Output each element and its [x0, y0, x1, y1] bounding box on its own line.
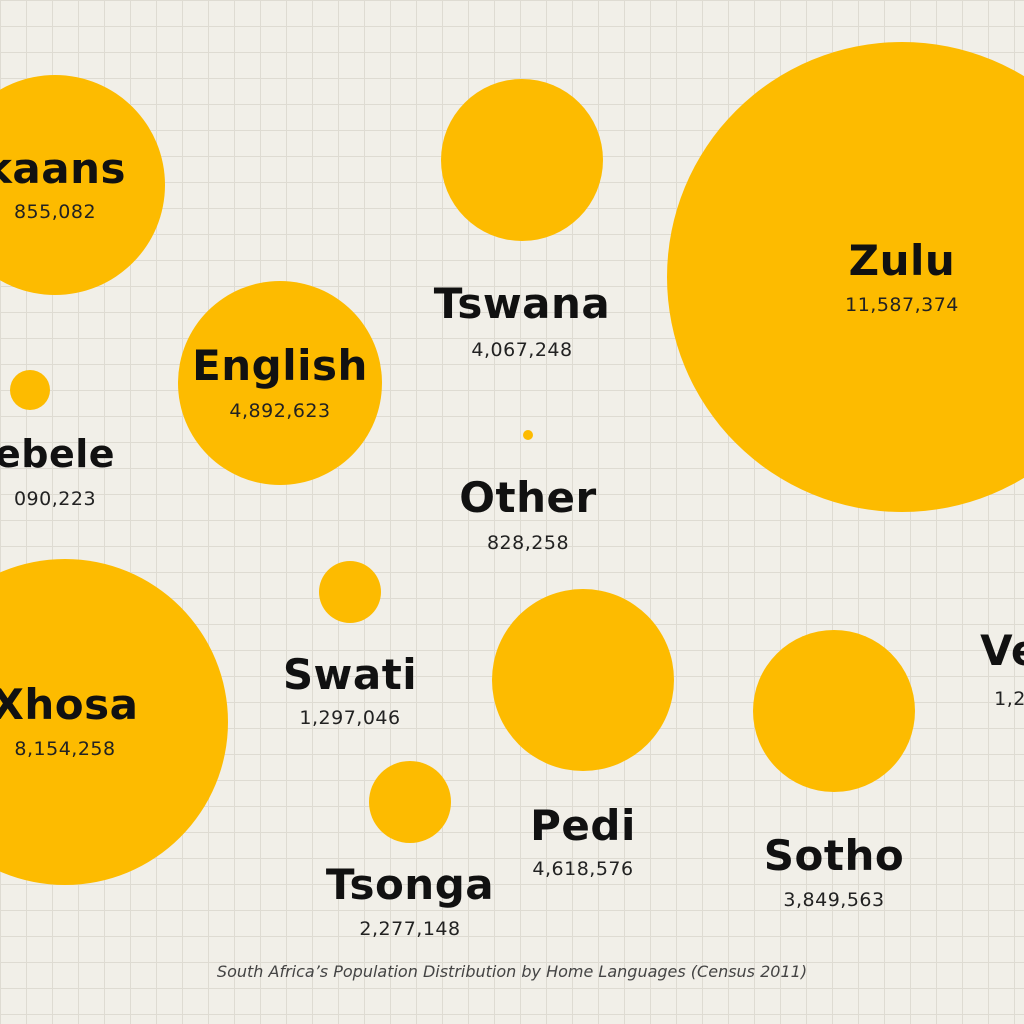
value-sotho: 3,849,563: [783, 889, 885, 911]
bubble-other: [523, 430, 533, 440]
label-other: Other: [459, 473, 597, 522]
bubble-sotho: [753, 630, 915, 792]
label-swati: Swati: [282, 650, 418, 699]
value-zulu: 11,587,374: [845, 294, 959, 316]
value-english: 4,892,623: [229, 400, 331, 422]
label-sotho: Sotho: [763, 831, 905, 880]
bubble-tswana: [441, 79, 603, 241]
label-venda: Ve: [980, 626, 1024, 675]
value-tswana: 4,067,248: [471, 339, 573, 361]
chart-caption: South Africa’s Population Distribution b…: [216, 962, 808, 981]
bubble-ndebele: [10, 370, 50, 410]
value-swati: 1,297,046: [299, 707, 401, 729]
value-other: 828,258: [486, 532, 570, 554]
value-ndebele: 090,223: [13, 488, 97, 510]
label-english: English: [192, 341, 368, 390]
bubble-english: [178, 281, 382, 485]
bubble-pedi: [492, 589, 674, 771]
value-venda: 1,2: [994, 688, 1024, 710]
value-tsonga: 2,277,148: [359, 918, 461, 940]
value-xhosa: 8,154,258: [14, 738, 116, 760]
value-pedi: 4,618,576: [532, 858, 634, 880]
value-afrikaans: 855,082: [13, 201, 97, 223]
label-ndebele: ebele: [0, 432, 116, 476]
label-afrikaans: kaans: [0, 144, 127, 193]
bubble-swati: [319, 561, 381, 623]
label-tsonga: Tsonga: [325, 860, 495, 909]
label-pedi: Pedi: [530, 801, 636, 850]
bubble-zulu: [667, 42, 1024, 512]
label-xhosa: Xhosa: [0, 680, 139, 729]
label-tswana: Tswana: [433, 279, 611, 328]
label-zulu: Zulu: [848, 236, 956, 285]
bubble-tsonga: [369, 761, 451, 843]
